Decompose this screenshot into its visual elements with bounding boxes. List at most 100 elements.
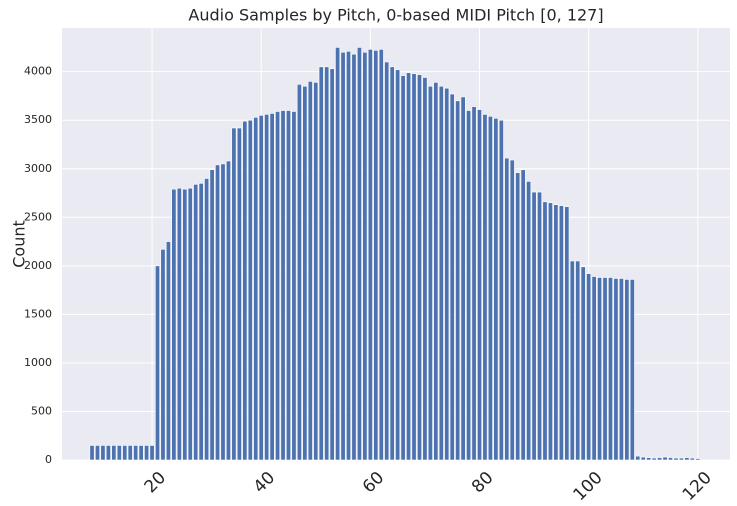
bar	[236, 127, 242, 461]
bar	[275, 111, 281, 461]
bar	[307, 81, 313, 461]
bar	[411, 73, 417, 461]
chart-title: Audio Samples by Pitch, 0-based MIDI Pit…	[188, 6, 603, 25]
bar	[122, 445, 128, 461]
bar	[160, 249, 166, 461]
y-tick-label: 2000	[24, 259, 52, 272]
bar	[356, 47, 362, 461]
bar	[651, 457, 657, 461]
bar	[613, 278, 619, 461]
bar	[575, 260, 581, 461]
bar	[144, 445, 150, 461]
bar	[94, 445, 100, 461]
bar	[264, 114, 270, 461]
bar	[635, 455, 641, 461]
y-tick-label: 2500	[24, 210, 52, 223]
bar	[400, 75, 406, 461]
x-tick-label: 120	[679, 468, 716, 505]
bar	[427, 85, 433, 461]
bar	[318, 66, 324, 461]
bar	[449, 93, 455, 461]
bar	[296, 84, 302, 461]
bar	[460, 96, 466, 461]
bar	[526, 181, 532, 461]
bar	[324, 66, 330, 461]
bar	[695, 458, 701, 461]
bar	[586, 273, 592, 461]
bar	[482, 114, 488, 461]
bar	[204, 178, 210, 461]
bar	[438, 85, 444, 461]
bar	[116, 445, 122, 461]
bar	[547, 202, 553, 461]
bar	[225, 160, 231, 461]
bar	[629, 279, 635, 461]
bar	[220, 163, 226, 461]
bar	[242, 120, 248, 461]
bar	[198, 183, 204, 461]
bar	[165, 241, 171, 461]
y-tick-label: 500	[31, 404, 52, 417]
bar	[597, 277, 603, 461]
bar	[564, 206, 570, 461]
bar	[520, 169, 526, 461]
bar	[171, 188, 177, 461]
bar	[280, 110, 286, 461]
bar	[302, 85, 308, 461]
bar	[313, 82, 319, 461]
bar	[531, 191, 537, 461]
bar	[537, 191, 543, 461]
bar	[258, 115, 264, 461]
y-axis-label: Count	[10, 220, 29, 268]
bar	[444, 87, 450, 461]
bar	[378, 49, 384, 461]
bar	[487, 116, 493, 461]
bar	[689, 457, 695, 461]
bar	[155, 265, 160, 461]
bar	[504, 157, 510, 461]
bar	[111, 445, 117, 461]
bar	[138, 445, 144, 461]
bar	[406, 72, 412, 461]
bar	[602, 277, 608, 461]
bar	[662, 456, 668, 461]
bar	[416, 74, 422, 461]
x-tick-label: 80	[468, 468, 497, 497]
bar	[455, 100, 461, 461]
bar	[422, 77, 428, 461]
bar	[498, 119, 504, 461]
bar	[466, 110, 472, 461]
bar	[646, 457, 652, 461]
bar	[182, 188, 188, 461]
bar	[558, 205, 564, 461]
bar	[105, 445, 111, 461]
y-tick-label: 4000	[24, 65, 52, 78]
bar	[471, 106, 477, 461]
bar	[286, 110, 291, 461]
y-tick-label: 3000	[24, 162, 52, 175]
bar	[340, 51, 346, 461]
x-tick-label: 40	[250, 468, 279, 497]
y-tick-label: 3500	[24, 113, 52, 126]
bar	[607, 277, 613, 461]
bar	[209, 169, 215, 461]
bar	[176, 187, 182, 461]
bar	[133, 445, 139, 461]
bar	[187, 187, 193, 461]
y-tick-label: 1500	[24, 307, 52, 320]
bar	[433, 82, 439, 461]
bar	[673, 457, 679, 461]
bar	[253, 117, 259, 461]
bar	[100, 445, 106, 461]
bar	[389, 66, 395, 461]
bar	[231, 127, 237, 461]
bar	[515, 172, 521, 461]
bar	[149, 445, 155, 461]
bar	[384, 61, 390, 461]
bar	[509, 159, 515, 461]
bar	[329, 68, 335, 461]
x-tick-label: 20	[141, 468, 170, 497]
y-tick-label: 0	[45, 453, 52, 466]
